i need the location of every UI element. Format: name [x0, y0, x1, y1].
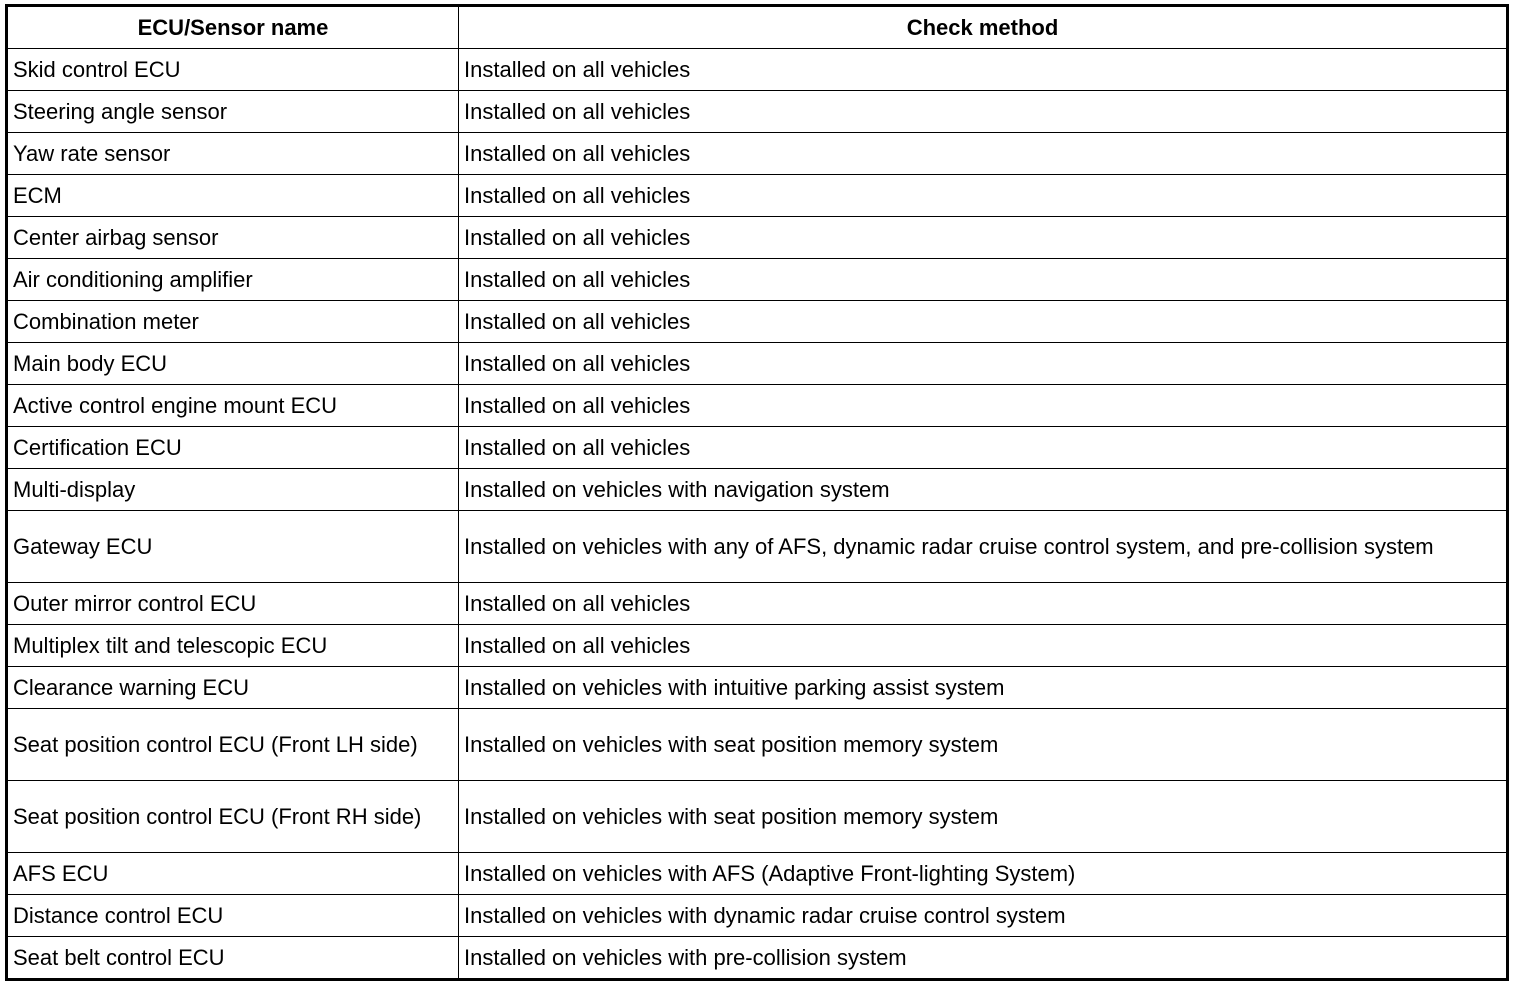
ecu-name-cell: Clearance warning ECU	[6, 666, 459, 709]
table-row: Certification ECU Installed on all vehicl…	[6, 426, 1508, 469]
check-method-cell: Installed on all vehicles	[458, 132, 1508, 175]
check-method-cell: Installed on all vehicles	[458, 216, 1508, 259]
ecu-name-cell: Skid control ECU	[6, 48, 459, 91]
check-method-cell: Installed on all vehicles	[458, 258, 1508, 301]
check-method-cell: Installed on all vehicles	[458, 48, 1508, 91]
check-method-cell: Installed on vehicles with seat position…	[458, 708, 1508, 781]
header-row: ECU/Sensor name Check method	[6, 5, 1508, 49]
check-method-cell: Installed on all vehicles	[458, 624, 1508, 667]
ecu-name-cell: Combination meter	[6, 300, 459, 343]
ecu-name-cell: Distance control ECU	[6, 894, 459, 937]
ecu-name-cell: AFS ECU	[6, 852, 459, 895]
table-row: Active control engine mount ECU Installed…	[6, 384, 1508, 427]
ecu-name-cell: Gateway ECU	[6, 510, 459, 583]
ecu-name-cell: Center airbag sensor	[6, 216, 459, 259]
ecu-name-cell: Yaw rate sensor	[6, 132, 459, 175]
table-row: Multiplex tilt and telescopic ECU Install…	[6, 624, 1508, 667]
table-row: AFS ECU Installed on vehicles with AFS (A…	[6, 852, 1508, 895]
table-body: Skid control ECU Installed on all vehicle…	[6, 48, 1508, 980]
table-row: Center airbag sensor Installed on all veh…	[6, 216, 1508, 259]
ecu-name-cell: Multi-display	[6, 468, 459, 511]
check-method-cell: Installed on all vehicles	[458, 384, 1508, 427]
table-row: ECM Installed on all vehicles	[6, 174, 1508, 217]
table-row: Air conditioning amplifier Installed on a…	[6, 258, 1508, 301]
ecu-name-cell: Air conditioning amplifier	[6, 258, 459, 301]
ecu-name-cell: Steering angle sensor	[6, 90, 459, 133]
table-row: Combination meter Installed on all vehicl…	[6, 300, 1508, 343]
ecu-name-cell: Seat position control ECU (Front RH side…	[6, 780, 459, 853]
check-method-cell: Installed on all vehicles	[458, 582, 1508, 625]
check-method-cell: Installed on all vehicles	[458, 174, 1508, 217]
table-row: Clearance warning ECU Installed on vehicl…	[6, 666, 1508, 709]
check-method-cell: Installed on all vehicles	[458, 342, 1508, 385]
check-method-cell: Installed on vehicles with seat position…	[458, 780, 1508, 853]
ecu-name-cell: Main body ECU	[6, 342, 459, 385]
table-row: Seat position control ECU (Front LH side…	[6, 708, 1508, 781]
table-row: Yaw rate sensor Installed on all vehicles	[6, 132, 1508, 175]
check-method-cell: Installed on vehicles with dynamic radar…	[458, 894, 1508, 937]
check-method-cell: Installed on vehicles with pre-collision…	[458, 936, 1508, 980]
table-row: Multi-display Installed on vehicles with …	[6, 468, 1508, 511]
check-method-cell: Installed on vehicles with intuitive par…	[458, 666, 1508, 709]
table-row: Seat belt control ECU Installed on vehicl…	[6, 936, 1508, 980]
header-ecu-sensor-name: ECU/Sensor name	[6, 5, 459, 49]
check-method-cell: Installed on vehicles with navigation sy…	[458, 468, 1508, 511]
check-method-cell: Installed on all vehicles	[458, 300, 1508, 343]
table-row: Skid control ECU Installed on all vehicle…	[6, 48, 1508, 91]
ecu-name-cell: Seat belt control ECU	[6, 936, 459, 980]
table-row: Main body ECU Installed on all vehicles	[6, 342, 1508, 385]
check-method-cell: Installed on vehicles with AFS (Adaptive…	[458, 852, 1508, 895]
ecu-name-cell: ECM	[6, 174, 459, 217]
check-method-cell: Installed on vehicles with any of AFS, d…	[458, 510, 1508, 583]
check-method-cell: Installed on all vehicles	[458, 426, 1508, 469]
ecu-name-cell: Outer mirror control ECU	[6, 582, 459, 625]
header-check-method: Check method	[458, 5, 1508, 49]
ecu-name-cell: Active control engine mount ECU	[6, 384, 459, 427]
ecu-check-table: ECU/Sensor name Check method Skid contro…	[5, 4, 1509, 981]
ecu-name-cell: Seat position control ECU (Front LH side…	[6, 708, 459, 781]
check-method-cell: Installed on all vehicles	[458, 90, 1508, 133]
table-row: Steering angle sensor Installed on all ve…	[6, 90, 1508, 133]
ecu-name-cell: Multiplex tilt and telescopic ECU	[6, 624, 459, 667]
table-row: Distance control ECU Installed on vehicle…	[6, 894, 1508, 937]
table-row: Gateway ECU Installed on vehicles with an…	[6, 510, 1508, 583]
ecu-name-cell: Certification ECU	[6, 426, 459, 469]
table-row: Outer mirror control ECU Installed on all…	[6, 582, 1508, 625]
table-row: Seat position control ECU (Front RH side…	[6, 780, 1508, 853]
